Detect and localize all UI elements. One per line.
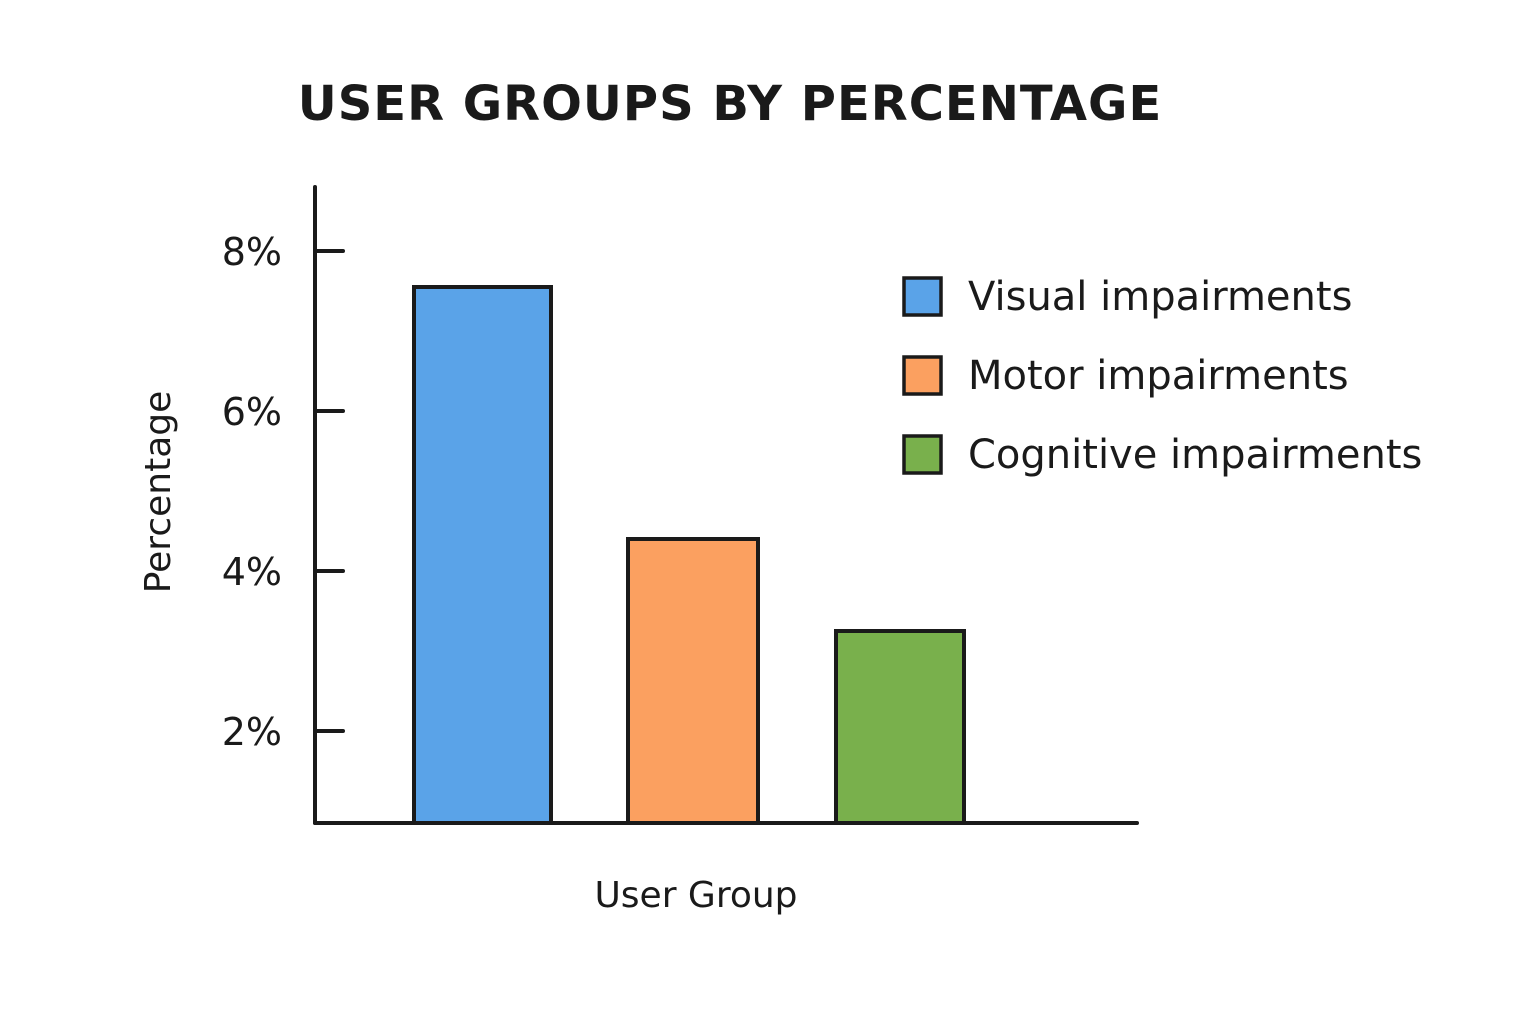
y-tick-label: 2% — [222, 710, 282, 754]
legend-label: Cognitive impairments — [968, 432, 1422, 478]
legend-label: Visual impairments — [968, 274, 1352, 320]
legend-swatch — [902, 434, 943, 475]
y-axis-ticks: 2% 4% 6% 8% — [222, 230, 345, 754]
legend: Visual impairments Motor impairments Cogni… — [902, 274, 1422, 478]
bar-cognitive-impairments — [834, 629, 966, 825]
x-axis-title: User Group — [594, 875, 797, 916]
legend-label: Motor impairments — [968, 353, 1349, 399]
bars — [412, 285, 966, 825]
y-tick-label: 8% — [222, 230, 282, 274]
chart-title: USER GROUPS BY PERCENTAGE — [298, 76, 1163, 132]
legend-swatch — [902, 276, 943, 317]
y-axis-title: Percentage — [138, 391, 179, 594]
legend-swatch — [902, 355, 943, 396]
y-tick-label: 4% — [222, 550, 282, 594]
bar-visual-impairments — [412, 285, 553, 825]
bar-motor-impairments — [626, 537, 760, 825]
y-tick-label: 6% — [222, 390, 282, 434]
